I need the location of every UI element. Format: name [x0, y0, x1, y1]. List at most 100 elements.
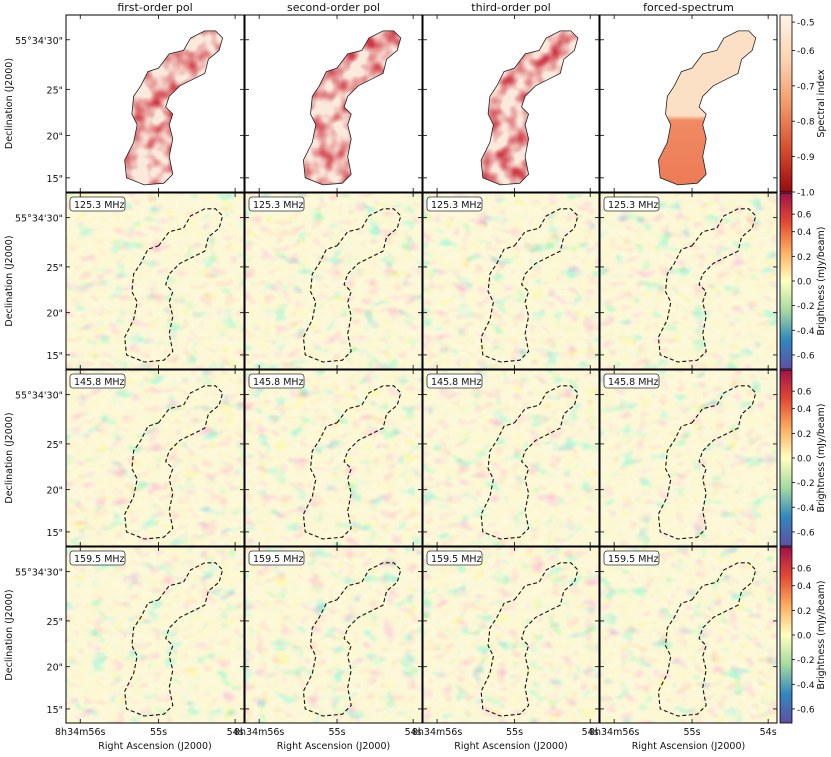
y-tick-label: 55°34'30" — [15, 214, 63, 225]
frequency-label: 145.8 MHz — [69, 373, 126, 389]
x-tick-label: 8h34m56s — [589, 727, 639, 738]
panel-ticks — [245, 15, 422, 192]
colorbar-tick-label: 0.2 — [797, 253, 811, 263]
frequency-label: 145.8 MHz — [426, 373, 483, 389]
panel-r1-c2: 125.3 MHz — [422, 192, 600, 370]
source-outline-dashed — [124, 208, 224, 363]
panel-ticks — [423, 547, 599, 723]
y-tick-label: 55°34'30" — [15, 568, 63, 579]
y-tick-label: 55°34'30" — [15, 391, 63, 402]
panel-r1-c1: 125.3 MHz — [244, 192, 423, 370]
colorbar-tick-label: -1.0 — [797, 189, 815, 199]
panel-r3-c1: 159.5 MHz — [244, 546, 423, 724]
panel-ticks — [66, 193, 244, 369]
panel-frame — [422, 14, 600, 193]
panel-r0-c3 — [599, 14, 778, 193]
x-axis-label: Right Ascension (J2000) — [98, 741, 211, 752]
frequency-label-box — [248, 550, 305, 566]
panel-ticks — [245, 370, 422, 546]
panel-r2-c0: 145.8 MHz — [65, 369, 245, 547]
colorbar-label: Brightness (mJy/beam) — [816, 581, 827, 690]
colorbar-tick-label: -0.2 — [797, 656, 815, 666]
y-tick-label: 15" — [47, 705, 63, 716]
panel-ticks — [423, 15, 599, 192]
colorbar-tick-label: 0.6 — [797, 388, 812, 398]
colorbar: 0.6 0.4 0.2 0.0 -0.2 -0.4 -0.6 Brightness (mJy/… — [779, 369, 827, 547]
source-outline-dashed — [657, 208, 757, 363]
panel-ticks — [66, 370, 244, 546]
frequency-label-box — [69, 550, 126, 566]
colorbar-tick-label: -0.6 — [797, 351, 815, 361]
frequency-label-box — [69, 373, 126, 389]
panel-frame — [599, 14, 778, 193]
frequency-label: 125.3 MHz — [426, 196, 483, 212]
frequency-label-text: 145.8 MHz — [74, 377, 125, 388]
panel-ticks — [600, 193, 777, 369]
colorbar-tick-label: -0.4 — [797, 327, 815, 337]
x-tick-label: 8h34m56s — [55, 727, 105, 738]
residual-map — [66, 193, 244, 369]
panel-r0-c0 — [65, 14, 245, 193]
source-outline — [657, 30, 757, 186]
x-axis-label: Right Ascension (J2000) — [454, 741, 567, 752]
panel-r0-c2 — [422, 14, 600, 193]
colorbar-gradient-bar — [779, 192, 793, 370]
panel-r2-c1: 145.8 MHz — [244, 369, 423, 547]
frequency-label-text: 145.8 MHz — [608, 377, 659, 388]
frequency-label: 125.3 MHz — [603, 196, 660, 212]
source-outline-dashed — [302, 208, 402, 363]
colorbar-tick-label: 0.2 — [797, 607, 811, 617]
panel-frame — [65, 192, 245, 370]
y-tick-label: 20" — [47, 309, 63, 320]
y-tick-label: 55°34'30" — [15, 36, 63, 47]
frequency-label-box — [248, 196, 305, 212]
x-tick-label: 55s — [684, 727, 701, 738]
y-tick-label: 20" — [47, 663, 63, 674]
colorbar-label: Spectral index — [816, 69, 827, 138]
x-tick-label: 54s — [405, 727, 422, 738]
source-outline-dashed — [657, 385, 757, 540]
residual-map — [423, 547, 599, 723]
colorbar-label: Brightness (mJy/beam) — [816, 227, 827, 336]
column-title: forced-spectrum — [643, 1, 734, 14]
panel-frame — [244, 369, 423, 547]
frequency-label-text: 125.3 MHz — [74, 200, 125, 211]
panel-frame — [65, 14, 245, 193]
source-outline-dashed — [657, 562, 757, 717]
column-title: second-order pol — [287, 1, 380, 14]
colorbar-tick-label: 0.4 — [797, 228, 812, 238]
panel-r1-c0: 125.3 MHz — [65, 192, 245, 370]
colorbar: 0.6 0.4 0.2 0.0 -0.2 -0.4 -0.6 Brightness (mJy/… — [779, 192, 827, 370]
panel-ticks — [600, 15, 777, 192]
colorbar-gradient-bar — [779, 14, 793, 193]
colorbar-gradient-bar — [779, 546, 793, 724]
y-axis-label: Declination (J2000) — [4, 58, 15, 149]
frequency-label-text: 125.3 MHz — [431, 200, 482, 211]
panel-ticks — [600, 547, 777, 723]
residual-map — [66, 370, 244, 546]
column-title: third-order pol — [471, 1, 550, 14]
frequency-label-text: 159.5 MHz — [431, 554, 482, 565]
frequency-label: 145.8 MHz — [603, 373, 660, 389]
y-tick-label: 15" — [47, 351, 63, 362]
panel-r2-c3: 145.8 MHz — [599, 369, 778, 547]
colorbar-tick-label: 0.0 — [797, 632, 812, 642]
y-axis-label: Declination (J2000) — [4, 235, 15, 326]
y-tick-label: 20" — [47, 486, 63, 497]
x-tick-label: 55s — [329, 727, 346, 738]
frequency-label-box — [603, 196, 660, 212]
panel-ticks — [423, 193, 599, 369]
y-tick-label: 25" — [47, 85, 63, 96]
x-tick-label: 55s — [150, 727, 167, 738]
colorbar-tick-label: -0.8 — [797, 118, 815, 128]
residual-map — [423, 370, 599, 546]
frequency-label-text: 125.3 MHz — [608, 200, 659, 211]
residual-map — [66, 547, 244, 723]
panel-frame — [244, 192, 423, 370]
y-tick-label: 25" — [47, 263, 63, 274]
colorbar-tick-label: 0.6 — [797, 211, 812, 221]
frequency-label-text: 145.8 MHz — [431, 377, 482, 388]
panel-frame — [599, 369, 778, 547]
